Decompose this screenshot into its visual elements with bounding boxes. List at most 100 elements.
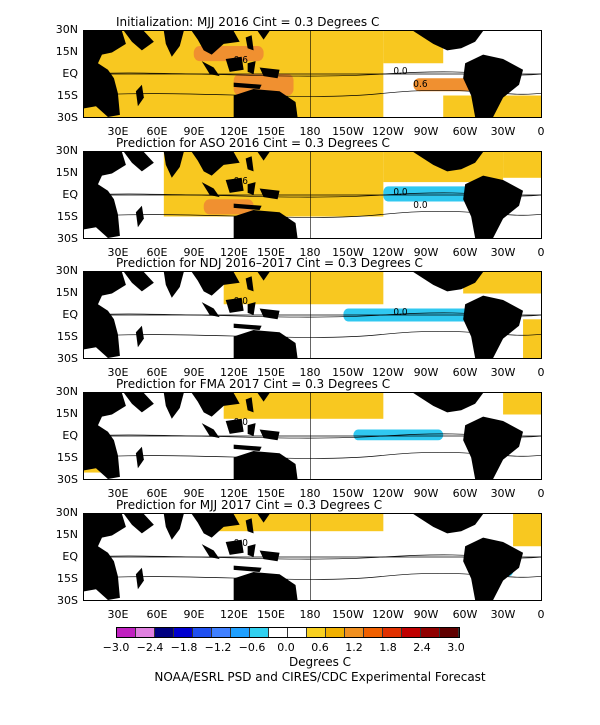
longitude-label: 0 xyxy=(537,487,545,500)
colorbar-swatch xyxy=(117,628,136,637)
longitude-label: 150W xyxy=(332,487,364,500)
colorbar-tick-label: 3.0 xyxy=(447,641,465,654)
longitude-label: 90E xyxy=(183,125,205,138)
longitude-label: 90W xyxy=(413,366,439,379)
longitude-label: 90W xyxy=(413,608,439,621)
contour-label: 0.0 xyxy=(393,187,407,198)
longitude-label: 180 xyxy=(299,246,321,259)
colorbar-swatch xyxy=(326,628,345,637)
colorbar-swatch xyxy=(269,628,288,637)
colorbar-swatch xyxy=(174,628,193,637)
longitude-label: 30E xyxy=(107,366,129,379)
longitude-label: 90E xyxy=(183,366,205,379)
latitude-label: 30S xyxy=(57,352,78,365)
longitude-label: 180 xyxy=(299,608,321,621)
colorbar-tick-label: −3.0 xyxy=(102,641,130,654)
longitude-label: 30W xyxy=(490,125,516,138)
longitude-label: 150E xyxy=(257,246,285,259)
panel-title: Prediction for ASO 2016 Cint = 0.3 Degre… xyxy=(116,136,390,150)
longitude-label: 60W xyxy=(452,608,478,621)
colorbar-swatch xyxy=(288,628,307,637)
longitude-label: 60E xyxy=(146,246,168,259)
latitude-label: 30S xyxy=(57,232,78,245)
latitude-label: 30S xyxy=(57,473,78,486)
latitude-label: EQ xyxy=(62,429,78,442)
longitude-label: 60W xyxy=(452,246,478,259)
panel-title: Initialization: MJJ 2016 Cint = 0.3 Degr… xyxy=(116,15,380,29)
longitude-label: 90E xyxy=(183,608,205,621)
colorbar-tick-label: 1.2 xyxy=(345,641,363,654)
longitude-label: 120W xyxy=(372,487,404,500)
latitude-label: 30N xyxy=(55,264,78,277)
longitude-label: 90E xyxy=(183,246,205,259)
longitude-label: 150W xyxy=(332,366,364,379)
contour-label: 0.0 xyxy=(234,417,248,428)
latitude-label: EQ xyxy=(62,550,78,563)
contour-label: 0.0 xyxy=(413,200,427,211)
colorbar-swatch xyxy=(155,628,174,637)
latitude-label: 30S xyxy=(57,111,78,124)
longitude-label: 150W xyxy=(332,125,364,138)
longitude-label: 180 xyxy=(299,487,321,500)
longitude-label: 30E xyxy=(107,246,129,259)
sst-anomaly-map: 0.6 0.0 0.0 xyxy=(83,151,542,239)
sst-anomaly-map: 0.0 xyxy=(83,513,542,601)
contour-label: 0.6 xyxy=(413,79,427,90)
longitude-label: 60E xyxy=(146,125,168,138)
latitude-label: 15S xyxy=(57,572,78,585)
colorbar-tick-label: 0.6 xyxy=(311,641,329,654)
colorbar-swatch xyxy=(383,628,402,637)
longitude-label: 180 xyxy=(299,366,321,379)
sst-anomaly-map: 0.6 0.0 0.6 xyxy=(83,30,542,118)
colorbar-tick-label: −2.4 xyxy=(136,641,164,654)
latitude-label: 15N xyxy=(55,528,78,541)
longitude-label: 90W xyxy=(413,246,439,259)
longitude-label: 90W xyxy=(413,487,439,500)
longitude-label: 0 xyxy=(537,246,545,259)
longitude-label: 30W xyxy=(490,608,516,621)
colorbar-tick-label: −1.8 xyxy=(170,641,198,654)
latitude-label: 15S xyxy=(57,210,78,223)
contour-label: 0.0 xyxy=(393,307,407,318)
colorbar-swatch xyxy=(250,628,269,637)
longitude-label: 150E xyxy=(257,366,285,379)
latitude-label: 30N xyxy=(55,506,78,519)
longitude-label: 120W xyxy=(372,246,404,259)
latitude-label: EQ xyxy=(62,188,78,201)
latitude-label: 15N xyxy=(55,45,78,58)
colorbar-swatch xyxy=(307,628,326,637)
longitude-label: 150E xyxy=(257,125,285,138)
longitude-label: 120E xyxy=(220,125,248,138)
longitude-label: 60E xyxy=(146,487,168,500)
footer-credit: NOAA/ESRL PSD and CIRES/CDC Experimental… xyxy=(154,670,486,684)
longitude-label: 30W xyxy=(490,246,516,259)
colorbar-tick-label: 2.4 xyxy=(413,641,431,654)
longitude-label: 90E xyxy=(183,487,205,500)
latitude-label: 15N xyxy=(55,166,78,179)
colorbar-swatch xyxy=(364,628,383,637)
longitude-label: 30E xyxy=(107,608,129,621)
contour-label: 0.6 xyxy=(234,176,248,187)
latitude-label: 30N xyxy=(55,385,78,398)
longitude-label: 60E xyxy=(146,366,168,379)
longitude-label: 180 xyxy=(299,125,321,138)
longitude-label: 60W xyxy=(452,125,478,138)
panel-title: Prediction for FMA 2017 Cint = 0.3 Degre… xyxy=(116,377,391,391)
colorbar xyxy=(116,627,460,638)
colorbar-swatch xyxy=(440,628,459,637)
contour-label: 0.0 xyxy=(234,538,248,549)
longitude-label: 150E xyxy=(257,487,285,500)
sst-anomaly-map: 0.0 xyxy=(83,392,542,480)
longitude-label: 90W xyxy=(413,125,439,138)
longitude-label: 120W xyxy=(372,366,404,379)
colorbar-tick-label: −1.2 xyxy=(204,641,232,654)
colorbar-swatch xyxy=(345,628,364,637)
longitude-label: 30E xyxy=(107,125,129,138)
longitude-label: 120E xyxy=(220,608,248,621)
latitude-label: EQ xyxy=(62,67,78,80)
longitude-label: 0 xyxy=(537,366,545,379)
longitude-label: 120W xyxy=(372,125,404,138)
colorbar-swatch xyxy=(193,628,212,637)
longitude-label: 120E xyxy=(220,246,248,259)
latitude-label: 15N xyxy=(55,407,78,420)
